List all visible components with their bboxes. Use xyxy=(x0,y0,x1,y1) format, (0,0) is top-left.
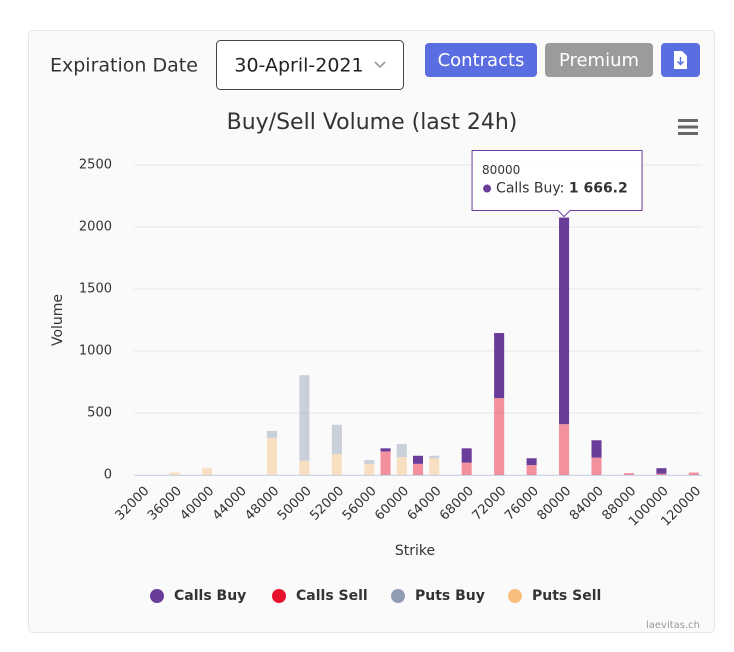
expiration-label: Expiration Date xyxy=(50,55,198,77)
legend-marker xyxy=(150,589,164,603)
tooltip-colon: : xyxy=(560,181,569,197)
y-tick-label: 2500 xyxy=(79,158,112,173)
bar xyxy=(494,398,505,475)
expiration-select[interactable] xyxy=(216,40,404,90)
y-tick-label: 1500 xyxy=(79,282,112,297)
x-axis-label: Strike xyxy=(395,543,435,559)
bar xyxy=(526,465,537,475)
tooltip-box xyxy=(471,150,643,218)
bar xyxy=(494,333,505,399)
bar xyxy=(380,451,391,475)
bar xyxy=(331,453,342,475)
legend-label[interactable]: Calls Sell xyxy=(296,588,368,604)
bar xyxy=(396,444,407,458)
bar xyxy=(266,430,277,438)
bar xyxy=(591,440,602,458)
bar xyxy=(396,457,407,475)
contracts-label[interactable]: Contracts xyxy=(438,50,525,71)
bar xyxy=(266,437,277,475)
credit: laevitas.ch xyxy=(646,620,700,631)
bar xyxy=(299,460,310,475)
tooltip-value: 1 666.2 xyxy=(569,181,628,197)
menu-bar[interactable] xyxy=(678,119,698,122)
legend-label[interactable]: Puts Sell xyxy=(532,588,601,604)
contracts-button[interactable] xyxy=(425,43,537,77)
premium-label[interactable]: Premium xyxy=(559,50,639,71)
bar xyxy=(591,457,602,475)
bar xyxy=(526,458,537,466)
bar xyxy=(623,473,635,475)
chart-title: Buy/Sell Volume (last 24h) xyxy=(227,110,518,135)
bar xyxy=(331,424,342,454)
bar xyxy=(461,462,472,475)
bar xyxy=(299,375,310,461)
menu-bar[interactable] xyxy=(678,125,698,129)
y-tick-label: 2000 xyxy=(79,220,112,235)
bar xyxy=(559,424,570,475)
bar xyxy=(461,448,472,463)
tooltip-marker xyxy=(483,184,492,193)
y-tick-label: 0 xyxy=(104,468,112,483)
tooltip: 80000 Calls Buy: 1 666.2 xyxy=(471,150,643,218)
bar xyxy=(364,460,375,464)
bar xyxy=(412,455,424,464)
bar xyxy=(380,448,391,452)
bar xyxy=(656,473,667,475)
y-axis-label: Volume xyxy=(50,294,66,346)
bar xyxy=(169,472,180,475)
tooltip-header: 80000 xyxy=(482,163,520,177)
menu-bar[interactable] xyxy=(678,132,698,135)
bar xyxy=(429,455,440,459)
tooltip-row: Calls Buy: 1 666.2 xyxy=(496,181,628,197)
y-tick-label: 1000 xyxy=(79,344,112,359)
bar xyxy=(201,468,213,475)
bar xyxy=(559,217,570,425)
chevron xyxy=(374,61,386,69)
bar xyxy=(688,472,699,475)
menu-icon[interactable] xyxy=(678,119,698,135)
bar xyxy=(364,463,375,475)
download-arrow xyxy=(676,57,685,66)
tooltip-series: Calls Buy xyxy=(496,181,560,197)
legend-label[interactable]: Calls Buy xyxy=(174,588,246,604)
legend-label[interactable]: Puts Buy xyxy=(415,588,485,604)
bar xyxy=(412,463,424,475)
premium-button[interactable] xyxy=(545,43,653,77)
bar xyxy=(656,468,667,474)
expiration-value[interactable]: 30-April-2021 xyxy=(234,55,363,77)
bar xyxy=(429,458,440,475)
y-tick-label: 500 xyxy=(87,406,112,421)
legend-marker xyxy=(391,589,405,603)
legend-marker xyxy=(508,589,522,603)
legend-marker xyxy=(272,589,286,603)
